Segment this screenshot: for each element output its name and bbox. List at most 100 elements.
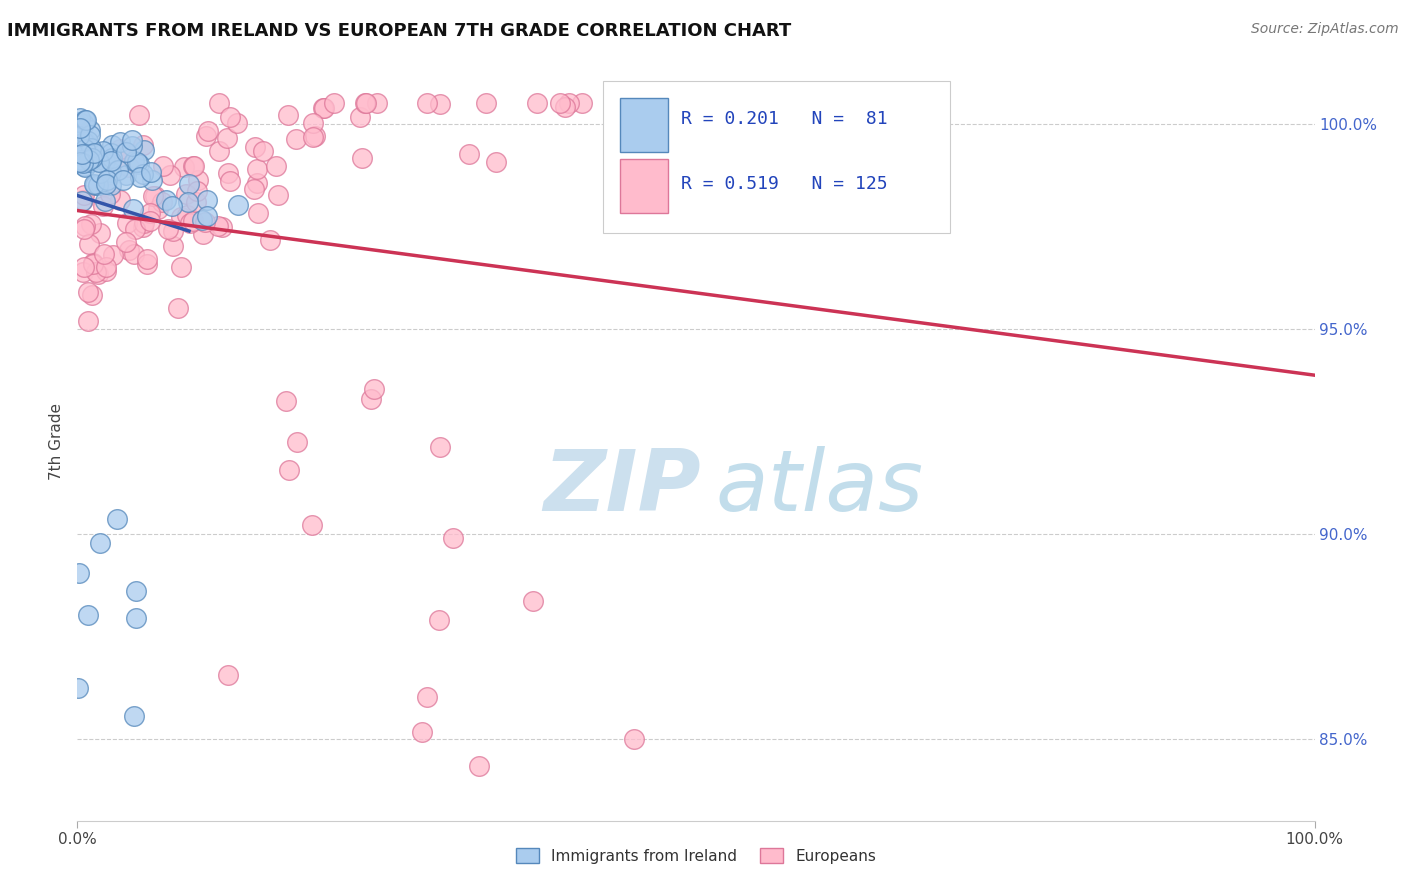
Point [139,206,162,220]
Point [246,176,269,190]
Point [121,133,143,147]
Point [150,194,173,209]
Point [285,434,308,449]
Point [159,168,181,182]
Point [193,215,215,229]
Point [89,166,111,180]
Point [226,116,249,130]
FancyBboxPatch shape [603,81,949,233]
Point [79,237,101,252]
Point [304,128,326,143]
Point [72,140,94,154]
Point [67,128,90,143]
Point [194,128,217,143]
Point [115,235,138,249]
Point [187,173,209,187]
Point [350,151,373,165]
Point [278,463,301,477]
FancyBboxPatch shape [620,159,668,212]
Point [108,142,131,156]
Point [75,146,97,161]
Text: atlas: atlas [716,445,924,529]
Point [132,216,155,230]
Point [107,163,129,178]
Point [619,96,641,111]
Point [136,252,159,266]
Point [751,96,773,111]
Point [354,96,377,111]
Point [183,159,205,173]
Point [170,260,193,274]
Point [415,690,437,705]
Point [100,153,122,168]
Point [526,96,548,111]
Point [82,255,104,269]
Text: ZIP: ZIP [543,445,700,529]
Point [485,155,508,169]
Point [252,144,274,158]
Point [177,194,200,209]
Point [124,583,146,598]
Point [80,150,103,164]
Point [301,130,323,145]
Point [142,188,165,202]
Text: R = 0.519   N = 125: R = 0.519 N = 125 [681,175,887,193]
Point [93,247,115,261]
Point [181,213,204,227]
Point [75,219,97,233]
Point [522,593,544,607]
Point [177,177,200,191]
Point [89,227,111,241]
Point [72,156,94,170]
Point [77,134,100,148]
Point [122,246,145,260]
Point [267,187,290,202]
Point [96,173,118,187]
Point [441,531,464,545]
Point [69,153,91,167]
Point [91,199,114,213]
Point [558,96,581,111]
Point [108,194,131,208]
Point [72,222,94,236]
Point [75,113,97,128]
Point [184,194,207,209]
Point [125,611,148,625]
Point [132,167,155,181]
Point [128,157,150,171]
Point [124,222,146,236]
Point [79,123,101,137]
Point [79,128,101,143]
Point [207,219,229,233]
Point [82,257,104,271]
Point [211,219,233,234]
Point [117,215,139,229]
Point [302,116,325,130]
Point [72,193,94,207]
Point [96,177,118,191]
Point [77,607,100,622]
Point [132,219,155,234]
Point [274,393,297,408]
Point [243,140,266,154]
Point [79,217,101,231]
Point [128,108,150,122]
Point [77,285,100,299]
Point [101,138,124,153]
Point [427,613,450,627]
Point [118,244,141,258]
Point [183,159,205,173]
Point [217,166,239,180]
Point [69,155,91,169]
Point [121,202,143,217]
Point [118,161,141,175]
Point [467,759,489,773]
Point [170,211,193,225]
Point [73,112,96,127]
Point [67,114,90,128]
Point [122,708,145,723]
Point [548,96,571,111]
Point [186,184,208,198]
Point [160,198,183,212]
Point [67,681,90,695]
